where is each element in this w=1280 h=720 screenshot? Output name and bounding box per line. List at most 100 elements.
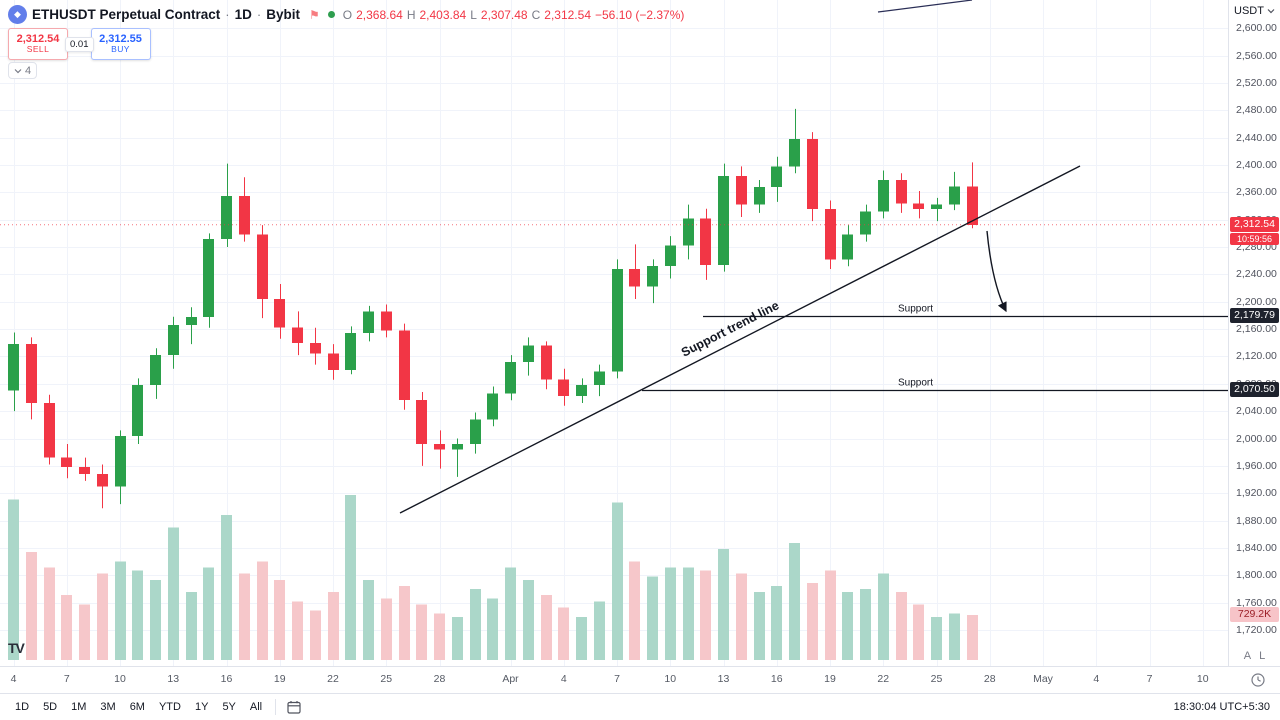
log-scale-toggle[interactable]: L	[1259, 650, 1266, 662]
time-tick-label: 28	[433, 673, 446, 685]
close-value: 2,312.54	[544, 7, 591, 22]
volume-bar	[97, 573, 108, 660]
sell-button[interactable]: 2,312.54 SELL	[8, 28, 68, 60]
separator: ·	[256, 7, 262, 22]
time-settings-icon[interactable]	[1250, 672, 1266, 688]
volume-bar	[683, 567, 694, 660]
volume-bar	[203, 567, 214, 660]
price-tick-label: 2,520.00	[1236, 76, 1277, 89]
time-tick-label: 19	[824, 673, 836, 685]
price-tick-label: 2,120.00	[1236, 350, 1277, 363]
tradingview-logo[interactable]: TV	[8, 640, 25, 656]
range-1y-button[interactable]: 1Y	[194, 701, 209, 713]
chart-canvas[interactable]: Support trend line Support Support	[0, 0, 1228, 666]
go-to-date-icon[interactable]	[282, 699, 306, 715]
price-tick-label: 2,040.00	[1236, 405, 1277, 418]
candle-body	[434, 443, 445, 450]
candle-body	[594, 371, 605, 386]
candle-body	[683, 218, 694, 246]
range-5d-button[interactable]: 5D	[43, 701, 58, 713]
time-tick-label: 4	[560, 673, 567, 685]
candle-body	[700, 218, 711, 265]
volume-bar	[931, 616, 942, 660]
time-tick-label: 10	[1196, 673, 1209, 685]
candle-body	[825, 208, 836, 260]
range-1d-button[interactable]: 1D	[15, 701, 30, 713]
range-6m-button[interactable]: 6M	[129, 701, 145, 713]
exchange-button[interactable]: Bybit	[266, 7, 300, 22]
volume-bar	[736, 573, 747, 660]
volume-bar	[168, 527, 179, 660]
price-axis[interactable]: USDT A L 2,600.00 2,560.00 2,520.00 2,480.0…	[1228, 0, 1280, 666]
volume-bar	[416, 604, 427, 660]
candle-body	[718, 175, 729, 265]
candle-body	[44, 402, 55, 458]
time-axis[interactable]: 4 7 10 13 16 19 22 25 28 Apr 4 7 10 13 16 19 22 25 28 May 4 7…	[0, 666, 1280, 693]
price-tick-label: 2,360.00	[1236, 186, 1277, 199]
support-price-tag: 2,179.79	[1230, 307, 1279, 323]
volume-bar	[221, 515, 232, 660]
volume-bar	[61, 595, 72, 660]
volume-bar	[807, 582, 818, 660]
candle-body	[115, 435, 126, 487]
volume-bar	[878, 573, 889, 660]
range-all-button[interactable]: All	[249, 701, 263, 713]
support-trend-line[interactable]	[399, 165, 1081, 514]
candle-body	[558, 379, 569, 397]
bar-countdown-tag: 10:59:56	[1230, 232, 1279, 245]
volume-bar	[44, 567, 55, 660]
last-price-tag: 2,312.54	[1230, 216, 1279, 232]
time-tick-label: 10	[664, 673, 677, 685]
volume-bar	[399, 585, 410, 660]
candle-body	[310, 342, 321, 354]
support-label: Support	[898, 304, 933, 315]
time-tick-label: 16	[770, 673, 783, 685]
time-tick-label: 22	[877, 673, 890, 685]
symbol-button[interactable]: ETHUSDT Perpetual Contract	[32, 7, 221, 22]
volume-bar	[328, 592, 339, 660]
candle-body	[345, 333, 356, 371]
interval-button[interactable]: 1D	[234, 7, 252, 22]
volume-bar	[842, 592, 853, 660]
volume-bar	[718, 548, 729, 660]
low-value: 2,307.48	[480, 7, 528, 22]
candle-body	[61, 457, 72, 468]
session-clock[interactable]: 18:30:04 UTC+5:30	[1173, 701, 1270, 713]
buy-button[interactable]: 2,312.55 BUY	[90, 28, 151, 60]
candle-body	[523, 345, 534, 362]
volume-bar	[860, 589, 871, 660]
candle-body	[612, 268, 623, 372]
range-ytd-button[interactable]: YTD	[158, 701, 181, 713]
sell-price: 2,312.54	[16, 33, 60, 46]
price-tick-label: 1,880.00	[1236, 514, 1277, 527]
time-tick-label: 28	[983, 673, 996, 685]
time-tick-label: 13	[717, 673, 730, 685]
range-1m-button[interactable]: 1M	[71, 701, 87, 713]
candle-body	[168, 325, 179, 356]
currency-label: USDT	[1234, 5, 1264, 17]
object-tree-chip[interactable]: 4	[8, 62, 38, 79]
price-tick-label: 2,240.00	[1236, 268, 1277, 281]
range-3m-button[interactable]: 3M	[100, 701, 116, 713]
price-tick-label: 2,400.00	[1236, 159, 1277, 171]
candle-body	[931, 204, 942, 209]
candle-body	[789, 139, 800, 167]
ohlc-readout: O 2,368.64 H 2,403.84 L 2,307.48 C 2,312.54 …	[343, 8, 685, 22]
time-tick-label: May	[1033, 673, 1053, 685]
chevron-down-icon	[1267, 9, 1275, 14]
volume-bar	[274, 579, 285, 660]
range-5y-button[interactable]: 5Y	[222, 701, 236, 713]
volume-bar	[754, 592, 765, 660]
candle-body	[913, 203, 924, 209]
candle-body	[150, 355, 161, 386]
chart-region: Support trend line Support Support ◆ ETHUS…	[0, 0, 1280, 666]
partial-drawing-line[interactable]	[877, 0, 973, 13]
flag-icon[interactable]: ⚑	[308, 7, 320, 22]
volume-bar	[381, 598, 392, 660]
currency-selector[interactable]: USDT	[1229, 5, 1280, 17]
candle-body	[363, 311, 374, 334]
volume-bar	[132, 570, 143, 660]
auto-scale-toggle[interactable]: A	[1243, 650, 1252, 662]
projection-arrow[interactable]	[986, 230, 1007, 313]
price-tick-label: 1,760.00	[1236, 596, 1277, 609]
